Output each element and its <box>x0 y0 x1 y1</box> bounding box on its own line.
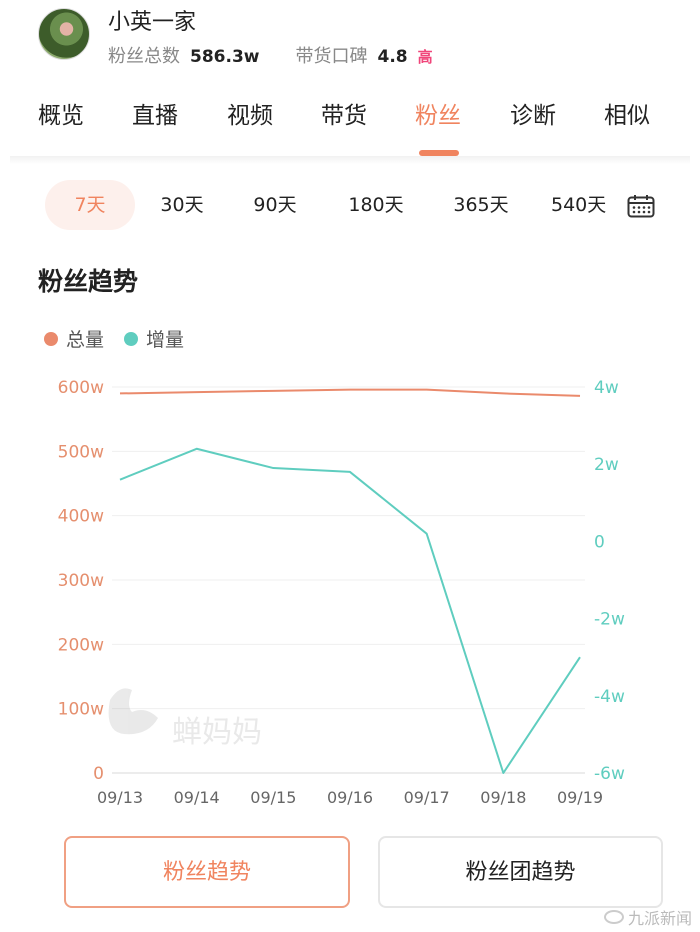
period-180d[interactable]: 180天 <box>348 194 404 216</box>
reputation-level-badge: 高 <box>417 48 433 66</box>
legend-label-total: 总量 <box>66 329 105 351</box>
period-7d[interactable]: 7天 <box>45 180 135 230</box>
left-tick-label: 600w <box>58 378 104 398</box>
watermark: 蝉妈妈 <box>108 688 262 750</box>
x-tick-label: 09/13 <box>97 788 143 807</box>
right-axis: -6w -4w -2w 0 2w 4w <box>594 378 625 784</box>
right-tick-label: 2w <box>594 455 619 475</box>
period-selector: 7天 30天 90天 180天 365天 540天 <box>0 180 700 232</box>
fans-trend-button[interactable]: 粉丝趋势 <box>64 836 350 908</box>
period-365d[interactable]: 365天 <box>453 194 509 216</box>
x-tick-label: 09/15 <box>250 788 296 807</box>
x-axis: 09/13 09/14 09/15 09/16 09/17 09/18 09/19 <box>97 788 603 807</box>
period-90d[interactable]: 90天 <box>253 194 297 216</box>
tab-bar: 概览 直播 视频 带货 粉丝 诊断 相似 <box>0 92 700 156</box>
legend-item-increment[interactable]: 增量 <box>124 325 184 352</box>
right-tick-label: 4w <box>594 378 619 398</box>
left-tick-label: 0 <box>93 764 104 784</box>
fans-value: 586.3w <box>190 47 260 67</box>
section-title: 粉丝趋势 <box>38 267 139 296</box>
right-tick-label: 0 <box>594 532 605 552</box>
legend-item-total[interactable]: 总量 <box>44 325 104 352</box>
account-name: 小英一家 <box>108 10 197 35</box>
right-tick-label: -2w <box>594 610 625 630</box>
profile-header: 小英一家 粉丝总数 586.3w 带货口碑 4.8 高 <box>0 0 700 80</box>
fans-trend-chart: 0 100w 200w 300w 400w 500w 600w -6w -4w -2w 0 2w 4w… <box>58 378 625 807</box>
left-axis: 0 100w 200w 300w 400w 500w 600w <box>58 378 104 784</box>
tab-video[interactable]: 视频 <box>227 103 273 129</box>
reputation-label: 带货口碑 <box>295 46 368 67</box>
watermark-logo-icon <box>108 688 158 735</box>
legend-swatch-total <box>44 331 58 346</box>
left-tick-label: 400w <box>58 507 104 527</box>
legend-swatch-increment <box>124 331 139 346</box>
x-tick-label: 09/19 <box>557 788 603 807</box>
x-tick-label: 09/17 <box>404 788 450 807</box>
fans-label: 粉丝总数 <box>108 46 180 67</box>
left-tick-label: 500w <box>58 442 104 462</box>
left-tick-label: 100w <box>58 700 104 720</box>
right-tick-label: -6w <box>594 764 625 784</box>
tab-similar[interactable]: 相似 <box>604 103 650 129</box>
legend-label-increment: 增量 <box>146 329 185 351</box>
watermark-text: 蝉妈妈 <box>172 715 262 750</box>
period-540d[interactable]: 540天 <box>551 194 607 216</box>
stats-row: 粉丝总数 586.3w 带货口碑 4.8 高 <box>108 42 433 68</box>
tab-overview[interactable]: 概览 <box>38 103 84 129</box>
period-30d[interactable]: 30天 <box>160 194 204 216</box>
avatar[interactable] <box>38 8 90 60</box>
x-tick-label: 09/14 <box>174 788 220 807</box>
left-tick-label: 300w <box>58 571 104 591</box>
chart-legend: 总量 增量 <box>44 325 204 352</box>
tab-diagnosis[interactable]: 诊断 <box>510 103 556 129</box>
tab-fans[interactable]: 粉丝 <box>415 103 461 129</box>
source-watermark: 九派新闻 <box>603 905 692 929</box>
left-tick-label: 200w <box>58 635 104 655</box>
tab-live[interactable]: 直播 <box>132 103 178 129</box>
calendar-icon[interactable] <box>627 194 655 218</box>
reputation-value: 4.8 <box>377 47 408 67</box>
x-tick-label: 09/18 <box>480 788 526 807</box>
active-tab-indicator <box>419 150 459 156</box>
series-line-total <box>119 388 581 397</box>
fan-group-trend-button[interactable]: 粉丝团趋势 <box>378 836 663 908</box>
x-tick-label: 09/16 <box>327 788 373 807</box>
tab-sales[interactable]: 带货 <box>321 103 367 129</box>
tab-bar-divider <box>10 156 690 164</box>
weibo-logo-icon <box>603 910 624 924</box>
source-watermark-text: 九派新闻 <box>627 909 692 928</box>
right-tick-label: -4w <box>594 687 625 707</box>
chart-series <box>119 388 581 774</box>
